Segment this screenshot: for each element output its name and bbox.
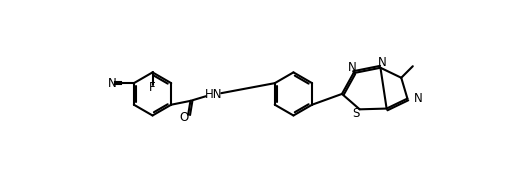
Text: N: N <box>108 77 116 90</box>
Text: N: N <box>413 92 422 105</box>
Text: N: N <box>378 56 386 69</box>
Text: HN: HN <box>205 88 223 101</box>
Text: S: S <box>352 107 359 120</box>
Text: F: F <box>149 81 156 94</box>
Text: N: N <box>347 61 356 74</box>
Text: O: O <box>180 111 189 124</box>
